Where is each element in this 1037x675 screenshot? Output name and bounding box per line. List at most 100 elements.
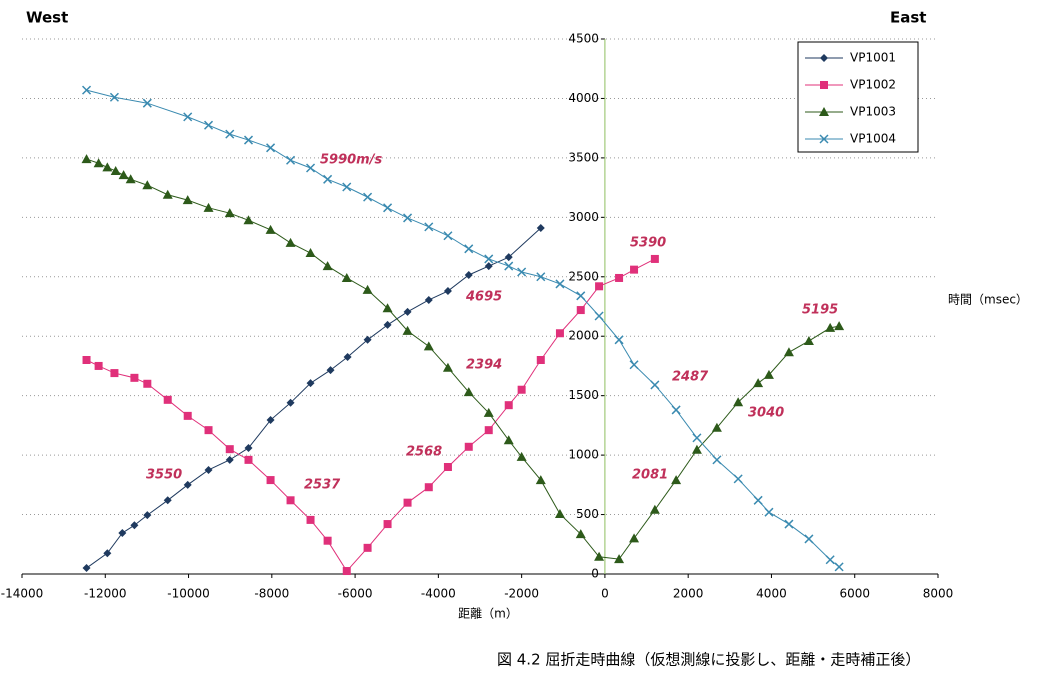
x-tick-label: -14000 bbox=[1, 587, 44, 601]
point bbox=[671, 475, 682, 485]
point bbox=[204, 426, 213, 435]
y-tick-label: 1000 bbox=[568, 448, 599, 462]
point bbox=[535, 475, 546, 485]
point bbox=[614, 335, 624, 345]
point bbox=[286, 155, 296, 165]
point bbox=[286, 496, 295, 505]
point bbox=[516, 451, 527, 461]
legend-marker bbox=[820, 54, 828, 62]
point bbox=[536, 272, 546, 282]
y-tick-label: 500 bbox=[576, 507, 599, 521]
annotation: 3040 bbox=[748, 406, 784, 421]
point bbox=[424, 222, 434, 232]
x-tick-label: 4000 bbox=[756, 587, 787, 601]
point bbox=[322, 261, 333, 271]
point bbox=[130, 521, 139, 530]
point bbox=[142, 180, 153, 190]
legend-marker bbox=[820, 81, 828, 89]
point bbox=[554, 508, 565, 518]
point bbox=[82, 85, 92, 95]
y-tick-label: 3000 bbox=[568, 210, 599, 224]
point bbox=[464, 442, 473, 451]
point bbox=[118, 170, 129, 180]
point bbox=[142, 98, 152, 108]
point bbox=[265, 224, 276, 234]
point bbox=[555, 329, 564, 338]
point bbox=[244, 443, 253, 452]
point bbox=[711, 422, 722, 432]
point bbox=[649, 504, 660, 514]
point bbox=[125, 174, 136, 184]
point bbox=[629, 533, 640, 543]
x-tick-label: 0 bbox=[601, 587, 609, 601]
point bbox=[692, 433, 702, 443]
series-line bbox=[86, 158, 840, 560]
point bbox=[576, 306, 585, 315]
series-line bbox=[86, 258, 656, 572]
point bbox=[595, 282, 604, 291]
annotation: 4695 bbox=[465, 290, 502, 305]
y-tick-label: 4000 bbox=[568, 91, 599, 105]
point bbox=[464, 244, 474, 254]
caption: 図 4.2 屈折走時曲線（仮想測線に投影し、距離・走時補正後） bbox=[497, 651, 920, 669]
west-label: West bbox=[26, 9, 68, 27]
point bbox=[225, 455, 234, 464]
point bbox=[244, 455, 253, 464]
point bbox=[763, 369, 774, 379]
point bbox=[733, 397, 744, 407]
annotation: 2537 bbox=[304, 478, 341, 493]
point bbox=[504, 401, 513, 410]
point bbox=[483, 407, 494, 417]
point bbox=[615, 273, 624, 282]
point bbox=[110, 369, 119, 378]
point bbox=[834, 321, 845, 331]
point bbox=[323, 174, 333, 184]
point bbox=[504, 253, 513, 262]
legend-label: VP1004 bbox=[850, 132, 896, 146]
point bbox=[804, 534, 814, 544]
point bbox=[143, 379, 152, 388]
point bbox=[650, 254, 659, 263]
point bbox=[306, 515, 315, 524]
point bbox=[243, 135, 254, 145]
point bbox=[224, 208, 235, 218]
point bbox=[484, 262, 493, 271]
point bbox=[484, 254, 494, 264]
point bbox=[594, 311, 604, 321]
point bbox=[266, 416, 275, 425]
point bbox=[463, 387, 474, 397]
annotation: 2568 bbox=[406, 445, 442, 460]
point bbox=[130, 373, 139, 382]
series-line bbox=[86, 89, 840, 568]
point bbox=[443, 287, 452, 296]
point bbox=[163, 395, 172, 404]
point bbox=[650, 380, 660, 390]
annotation: 3550 bbox=[146, 468, 182, 483]
point bbox=[243, 215, 254, 225]
point bbox=[424, 483, 433, 492]
point bbox=[163, 496, 172, 505]
point bbox=[143, 511, 152, 520]
point bbox=[362, 284, 373, 294]
x-tick-label: 8000 bbox=[923, 587, 954, 601]
point bbox=[733, 474, 743, 484]
point bbox=[629, 360, 639, 370]
point bbox=[109, 92, 119, 102]
point bbox=[614, 554, 625, 564]
east-label: East bbox=[890, 9, 926, 27]
point bbox=[183, 480, 192, 489]
point bbox=[464, 270, 473, 279]
point bbox=[204, 465, 213, 474]
legend bbox=[797, 41, 919, 153]
annotation: 5195 bbox=[802, 303, 838, 318]
point bbox=[784, 519, 794, 529]
point bbox=[225, 445, 234, 454]
x-tick-label: -12000 bbox=[84, 587, 127, 601]
point bbox=[594, 551, 605, 561]
point bbox=[363, 543, 372, 552]
annotation: 5990m/s bbox=[320, 153, 382, 168]
point bbox=[691, 444, 702, 454]
y-tick-label: 1500 bbox=[568, 388, 599, 402]
point bbox=[443, 231, 453, 241]
point bbox=[555, 279, 565, 289]
